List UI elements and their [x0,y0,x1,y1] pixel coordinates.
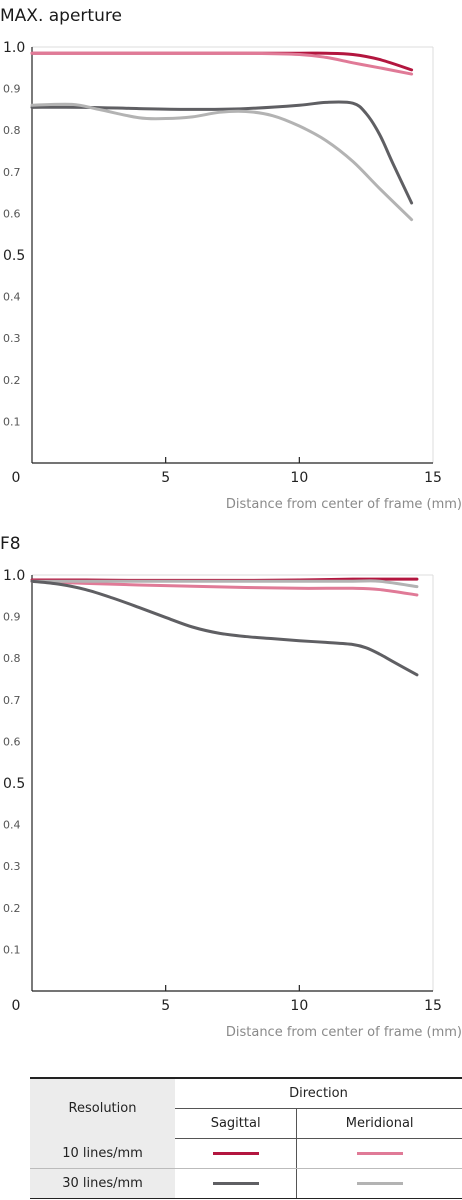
legend-meridional-header: Meridional [296,1108,462,1139]
y-tick-label: 0.1 [3,943,21,956]
legend-row: 10 lines/mm [30,1138,462,1169]
x-tick-label: 15 [424,470,442,486]
series-line-4 [30,579,419,677]
chart-title: F8 [0,534,21,554]
x-tick-label: 10 [290,470,308,486]
legend-swatch-cell [175,1138,297,1169]
y-tick-label: 0.3 [3,332,21,345]
y-tick-label: 0.7 [3,166,21,179]
series-line-2 [30,579,419,597]
legend-row-label: 10 lines/mm [30,1138,175,1169]
chart-title: MAX. aperture [0,6,122,26]
legend-resolution-header: Resolution [30,1077,175,1139]
y-tick-label: 0.9 [3,611,21,624]
y-tick-label: 0.5 [3,776,25,792]
series-line-1 [30,51,414,72]
legend-direction-header: Direction [175,1077,462,1109]
legend-swatch-10-sagittal [212,1152,259,1155]
y-tick-label: 0.9 [3,83,21,96]
y-tick-label: 0.4 [3,819,21,832]
legend-row: 30 lines/mm [30,1168,462,1199]
legend-swatch-10-meridional [356,1152,403,1155]
y-tick-label: 0.8 [3,124,21,137]
legend-row-label: 30 lines/mm [30,1168,175,1199]
mtf-legend: Resolution Direction Sagittal Meridional… [30,1077,462,1199]
chart-f8: F8 0 5 10 15 1.0 0.9 0.8 0.7 0.6 0.5 0.4 0.3 0.2 0.1 Di… [0,534,462,1040]
chart-max-aperture: MAX. aperture 0 5 10 15 1.0 0.9 0.8 0.7 0.6 0.5 0.4… [0,6,462,512]
legend-sagittal-header: Sagittal [175,1108,297,1139]
y-tick-label: 0.2 [3,374,21,387]
y-tick-label: 0.2 [3,902,21,915]
series-line-3 [30,579,419,589]
legend-swatch-30-sagittal [212,1182,259,1185]
y-tick-label: 0.6 [3,735,21,748]
x-tick-label: 5 [161,998,170,1014]
y-tick-label: 0.4 [3,291,21,304]
x-tick-label: 0 [12,470,21,486]
x-tick-label: 5 [161,470,170,486]
y-tick-label: 0.1 [3,415,21,428]
legend-swatch-cell [296,1138,462,1169]
legend-swatch-cell [296,1168,462,1199]
y-tick-label: 0.5 [3,248,25,264]
y-tick-label: 1.0 [3,40,25,56]
x-tick-label: 0 [12,998,21,1014]
y-tick-label: 0.6 [3,207,21,220]
x-axis-label: Distance from center of frame (mm) [226,1025,462,1040]
series-line-2 [30,51,414,76]
series-line-4 [30,102,414,222]
y-tick-label: 1.0 [3,568,25,584]
x-tick-label: 10 [290,998,308,1014]
y-tick-label: 0.8 [3,652,21,665]
legend-swatch-cell [175,1168,297,1199]
legend-swatch-30-meridional [356,1182,403,1185]
series-line-3 [30,100,414,205]
x-tick-label: 15 [424,998,442,1014]
y-tick-label: 0.7 [3,694,21,707]
y-tick-label: 0.3 [3,860,21,873]
x-axis-label: Distance from center of frame (mm) [226,497,462,512]
